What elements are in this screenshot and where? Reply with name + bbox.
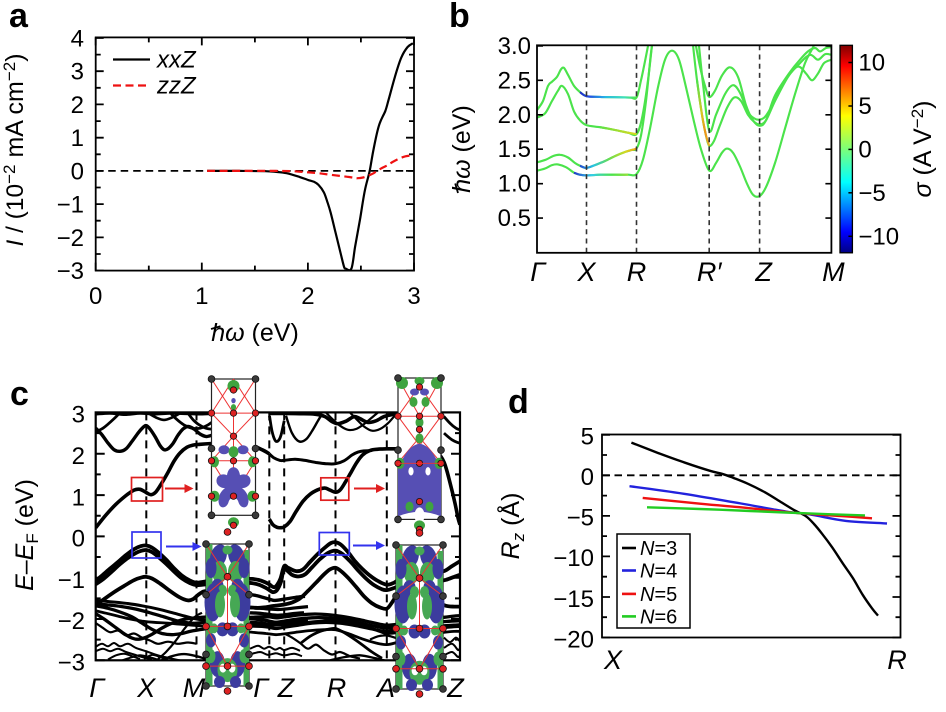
svg-text:M: M	[183, 673, 206, 703]
svg-text:N=5: N=5	[640, 584, 677, 606]
svg-text:−5: −5	[858, 180, 885, 207]
svg-text:1.5: 1.5	[498, 136, 531, 163]
svg-text:zzZ: zzZ	[156, 73, 197, 100]
svg-text:4: 4	[71, 26, 84, 53]
svg-text:N=3: N=3	[640, 538, 677, 560]
svg-text:N=4: N=4	[640, 561, 677, 583]
svg-text:σ (A V−2): σ (A V−2)	[908, 101, 937, 198]
svg-text:R: R	[887, 645, 907, 675]
svg-text:c: c	[10, 375, 29, 413]
svg-text:Z: Z	[754, 257, 773, 287]
svg-text:Γ: Γ	[253, 673, 270, 703]
svg-text:3: 3	[72, 402, 85, 429]
svg-text:−1: −1	[57, 192, 84, 219]
svg-text:−2: −2	[57, 225, 84, 252]
svg-text:0.5: 0.5	[498, 205, 531, 232]
svg-text:hω (eV): hω (eV)	[211, 319, 299, 347]
svg-text:d: d	[508, 383, 529, 421]
svg-text:5: 5	[858, 93, 871, 120]
svg-text:−10: −10	[858, 223, 899, 250]
svg-text:−20: −20	[553, 626, 594, 653]
svg-text:R′: R′	[697, 257, 722, 287]
svg-text:5: 5	[581, 424, 594, 451]
svg-text:−15: −15	[553, 586, 594, 613]
svg-text:b: b	[449, 0, 470, 35]
svg-text:A: A	[375, 673, 395, 703]
svg-text:xxZ: xxZ	[156, 47, 197, 74]
svg-text:3.0: 3.0	[498, 33, 531, 60]
svg-text:R: R	[627, 257, 647, 287]
svg-text:Γ: Γ	[89, 673, 106, 703]
svg-text:2.5: 2.5	[498, 67, 531, 94]
svg-text:Rz (Å): Rz (Å)	[495, 493, 528, 560]
svg-text:2: 2	[71, 92, 84, 119]
svg-text:0: 0	[89, 283, 102, 310]
svg-text:3: 3	[407, 283, 420, 310]
svg-text:X: X	[576, 257, 596, 287]
svg-text:0: 0	[72, 526, 85, 553]
svg-text:0: 0	[581, 464, 594, 491]
svg-text:1.0: 1.0	[498, 171, 531, 198]
svg-text:3: 3	[71, 59, 84, 86]
svg-text:2.0: 2.0	[498, 102, 531, 129]
svg-text:R: R	[327, 673, 347, 703]
svg-text:−3: −3	[57, 258, 84, 285]
svg-text:1: 1	[71, 125, 84, 152]
svg-text:Γ: Γ	[530, 257, 547, 287]
svg-text:X: X	[136, 673, 156, 703]
svg-text:2: 2	[72, 443, 85, 470]
svg-text:X: X	[603, 645, 623, 675]
svg-text:0: 0	[71, 158, 84, 185]
svg-text:−2: −2	[58, 608, 85, 635]
svg-text:M: M	[822, 257, 845, 287]
svg-text:−5: −5	[567, 505, 594, 532]
svg-text:hω (eV): hω (eV)	[448, 105, 476, 193]
svg-text:1: 1	[72, 484, 85, 511]
svg-text:N=6: N=6	[640, 606, 677, 628]
svg-text:2: 2	[301, 283, 314, 310]
svg-text:−1: −1	[58, 567, 85, 594]
svg-text:E–EF (eV): E–EF (eV)	[11, 479, 42, 591]
svg-text:−10: −10	[553, 545, 594, 572]
svg-text:Z: Z	[277, 673, 296, 703]
svg-text:a: a	[9, 0, 29, 35]
svg-text:I / (10−2 mA cm−2): I / (10−2 mA cm−2)	[0, 53, 29, 246]
svg-text:−3: −3	[58, 650, 85, 677]
svg-text:1: 1	[195, 283, 208, 310]
svg-text:Z: Z	[446, 673, 465, 703]
svg-text:0: 0	[858, 136, 871, 163]
svg-text:10: 10	[858, 50, 885, 77]
